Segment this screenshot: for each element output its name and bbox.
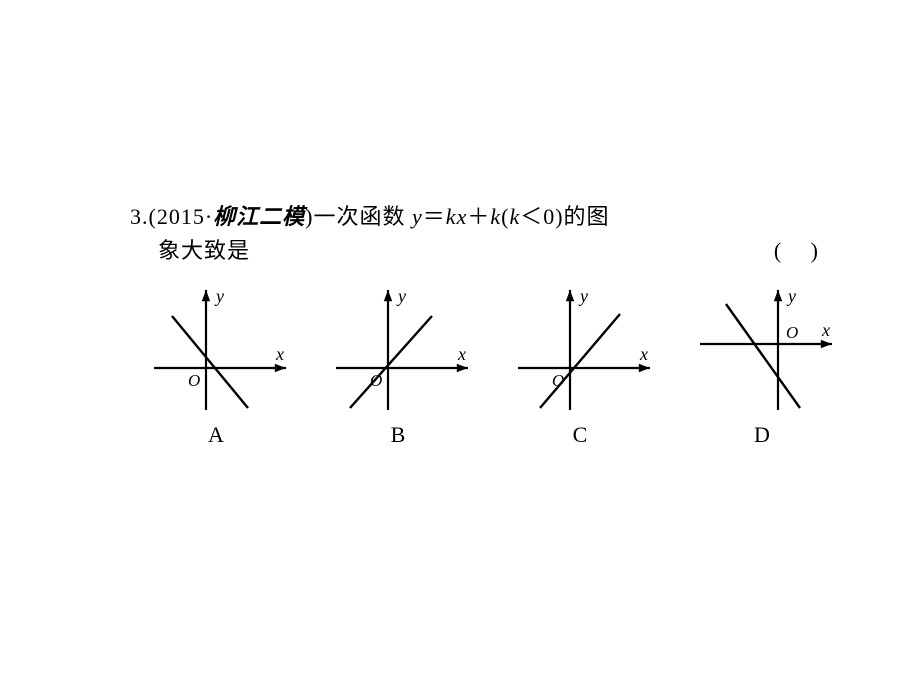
formula-plus: ＋ [467,204,490,229]
formula-x: x [457,204,468,229]
text-part-1: 一次函数 [314,204,413,229]
options-row: y x O Ay x O By x O Cy x O D [130,280,830,448]
question-number: 3. [130,204,149,229]
origin-label: O [370,371,382,390]
formula-k1: k [446,204,457,229]
text-part-2: 的图 [564,204,610,229]
question-line-1: 3.(2015·柳江二模)一次函数 y＝kx＋k(k＜0)的图 [130,200,830,234]
option-c: y x O C [500,280,660,448]
origin-label: O [786,323,798,342]
formula-cond: (k＜0) [501,204,563,229]
formula-k2: k [490,204,501,229]
option-a: y x O A [136,280,296,448]
axis-y-label: y [214,286,224,306]
axis-x-label: x [639,344,648,364]
source-emph: 柳江二模 [213,204,305,229]
option-d: y x O D [682,280,842,448]
chart-a: y x O [136,280,296,420]
origin-label: O [552,371,564,390]
line2-text: 象大致是 [130,238,250,263]
page: 3.(2015·柳江二模)一次函数 y＝kx＋k(k＜0)的图 象大致是 ( )… [0,0,920,690]
axis-y-label: y [396,286,406,306]
source-suffix: ) [305,204,313,229]
option-label-b: B [391,422,406,448]
formula-y: y [412,204,423,229]
chart-c: y x O [500,280,660,420]
answer-paren: ( ) [774,234,830,268]
chart-d: y x O [682,280,842,420]
option-label-a: A [208,422,224,448]
axis-x-label: x [275,344,284,364]
option-b: y x O B [318,280,478,448]
axis-x-label: x [821,320,830,340]
option-label-d: D [754,422,770,448]
axis-y-label: y [786,286,796,306]
option-label-c: C [573,422,588,448]
question-block: 3.(2015·柳江二模)一次函数 y＝kx＋k(k＜0)的图 象大致是 ( )… [130,200,830,448]
formula-eq: ＝ [423,204,446,229]
question-line-2: 象大致是 ( ) [130,234,830,268]
source-prefix: (2015· [149,204,214,229]
axis-x-label: x [457,344,466,364]
chart-b: y x O [318,280,478,420]
axis-y-label: y [578,286,588,306]
origin-label: O [188,371,200,390]
